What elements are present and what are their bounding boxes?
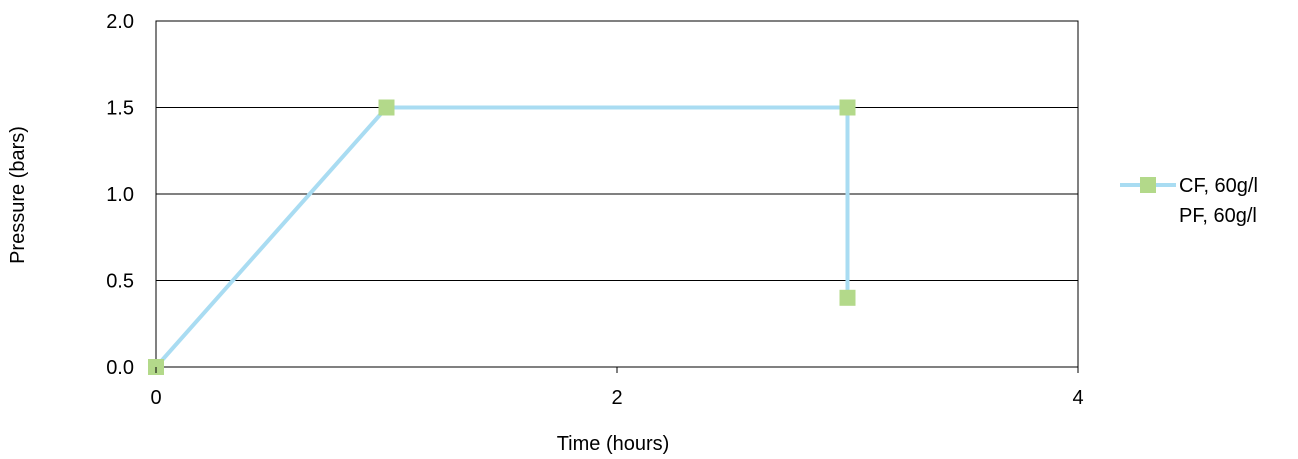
legend-marker — [1140, 177, 1156, 193]
x-tick-label: 2 — [611, 387, 622, 409]
series-layer — [148, 99, 856, 375]
x-tick-label: 4 — [1072, 387, 1083, 409]
y-axis-title: Pressure (bars) — [7, 126, 29, 264]
x-tick-label: 0 — [150, 387, 161, 409]
series-line — [154, 105, 850, 369]
legend-label: PF, 60g/l — [1179, 205, 1257, 227]
gridlines — [156, 20, 1078, 368]
legend-label: CF, 60g/l — [1179, 175, 1258, 197]
x-axis-title: Time (hours) — [557, 433, 670, 455]
data-point — [839, 289, 856, 306]
y-tick-label: 0.5 — [106, 271, 134, 293]
y-tick-label: 1.0 — [106, 184, 134, 206]
data-point — [378, 99, 395, 116]
y-tick-label: 1.5 — [106, 98, 134, 120]
y-tick-label: 2.0 — [106, 11, 134, 33]
y-axis-ticks: 0.0 0.5 1.0 1.5 2.0 — [106, 11, 134, 379]
data-point — [839, 99, 856, 116]
legend: CF, 60g/l PF, 60g/l — [1120, 175, 1258, 227]
y-tick-label: 0.0 — [106, 357, 134, 379]
x-axis-ticks: 0 2 4 — [150, 367, 1084, 409]
